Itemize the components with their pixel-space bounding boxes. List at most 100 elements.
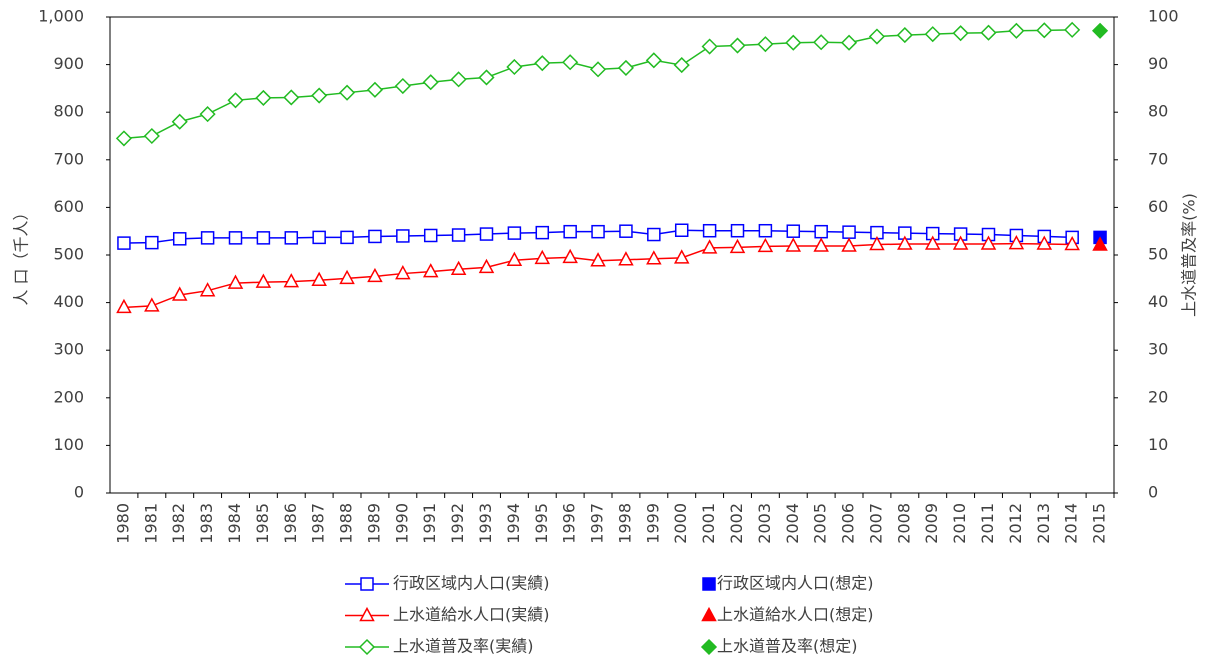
legend-label: 上水道給水人口(想定)	[717, 605, 874, 624]
point	[924, 235, 941, 250]
x-tick-label: 1985	[253, 503, 272, 544]
y-tick-label: 700	[53, 149, 84, 168]
point	[842, 225, 856, 239]
point	[1036, 235, 1053, 250]
x-tick-label: 2012	[1006, 503, 1025, 544]
point	[841, 237, 857, 252]
y2-tick-label: 80	[1148, 102, 1168, 121]
point	[256, 231, 271, 245]
y-tick-label: 1,000	[38, 7, 84, 26]
x-tick-label: 2013	[1034, 503, 1053, 544]
point	[534, 55, 551, 72]
point	[924, 26, 941, 43]
x-tick-label: 2015	[1090, 503, 1109, 544]
x-tick-label: 1990	[392, 503, 411, 544]
point	[507, 226, 522, 240]
point	[980, 24, 997, 41]
point	[563, 224, 577, 239]
point	[479, 227, 494, 241]
point	[478, 69, 495, 86]
x-tick-label: 1994	[504, 503, 523, 544]
y-tick-label: 400	[53, 292, 84, 311]
point	[673, 57, 690, 74]
y2-tick-label: 20	[1148, 387, 1168, 406]
point	[647, 227, 661, 242]
point	[117, 236, 131, 250]
point	[255, 273, 272, 288]
point	[952, 235, 969, 250]
point	[562, 248, 578, 264]
y2-tick-label: 40	[1148, 292, 1168, 311]
point	[896, 27, 913, 44]
point	[646, 250, 662, 265]
point	[617, 59, 635, 76]
y2-tick-label: 60	[1148, 197, 1168, 216]
x-tick-label: 1997	[588, 503, 607, 544]
x-tick-label: 1981	[141, 503, 160, 544]
y2-axis-label: 上水道普及率(%)	[1180, 193, 1199, 317]
point	[758, 223, 773, 238]
point	[450, 71, 467, 88]
y-tick-label: 200	[53, 387, 84, 406]
point	[1008, 22, 1025, 39]
point	[813, 34, 830, 51]
point	[1091, 22, 1109, 39]
point	[367, 267, 383, 283]
point	[144, 297, 160, 312]
point	[535, 225, 550, 240]
point	[423, 228, 438, 243]
point	[591, 224, 605, 239]
point	[589, 61, 607, 78]
x-tick-label: 1984	[225, 503, 244, 544]
point	[534, 249, 551, 265]
x-tick-label: 1996	[560, 503, 579, 544]
x-tick-label: 2002	[727, 503, 746, 544]
x-tick-label: 2003	[755, 503, 774, 544]
x-tick-label: 2008	[894, 503, 913, 544]
legend-marker	[360, 577, 374, 591]
point	[422, 74, 439, 91]
x-tick-label: 1998	[615, 503, 634, 544]
point	[143, 127, 160, 145]
point	[171, 286, 188, 301]
x-tick-label: 2007	[866, 503, 885, 544]
legend-marker	[702, 577, 716, 591]
y-tick-label: 300	[53, 340, 84, 359]
point	[673, 249, 690, 264]
point	[228, 231, 243, 245]
point	[897, 235, 913, 250]
x-tick-label: 1980	[113, 503, 132, 544]
x-tick-label: 2010	[950, 503, 969, 544]
y2-tick-label: 70	[1148, 149, 1168, 168]
point	[172, 232, 187, 246]
legend-label: 上水道普及率(実績)	[393, 637, 534, 656]
x-tick-label: 1988	[337, 503, 356, 544]
point	[284, 231, 299, 245]
point	[311, 87, 328, 104]
point	[1092, 236, 1108, 251]
x-tick-label: 1993	[476, 503, 495, 544]
point	[840, 34, 858, 51]
y2-tick-label: 10	[1148, 435, 1168, 454]
legend-marker	[700, 638, 718, 656]
x-tick-label: 1991	[420, 503, 439, 544]
point	[701, 239, 718, 254]
point	[199, 106, 216, 123]
legend-marker	[701, 606, 717, 622]
point	[1064, 21, 1081, 38]
legend-marker	[359, 606, 375, 622]
point	[200, 231, 215, 245]
point	[730, 223, 745, 238]
point	[952, 25, 969, 42]
x-tick-label: 1983	[197, 503, 216, 544]
legend-label: 上水道給水人口(実績)	[393, 605, 550, 624]
point	[283, 273, 300, 288]
x-tick-label: 2014	[1062, 503, 1081, 544]
x-tick-label: 2005	[811, 503, 830, 544]
y-tick-label: 500	[53, 245, 84, 264]
point	[785, 237, 802, 252]
point	[199, 282, 216, 297]
point	[115, 130, 133, 147]
x-tick-label: 1992	[448, 503, 467, 544]
y-tick-label: 0	[74, 483, 84, 502]
